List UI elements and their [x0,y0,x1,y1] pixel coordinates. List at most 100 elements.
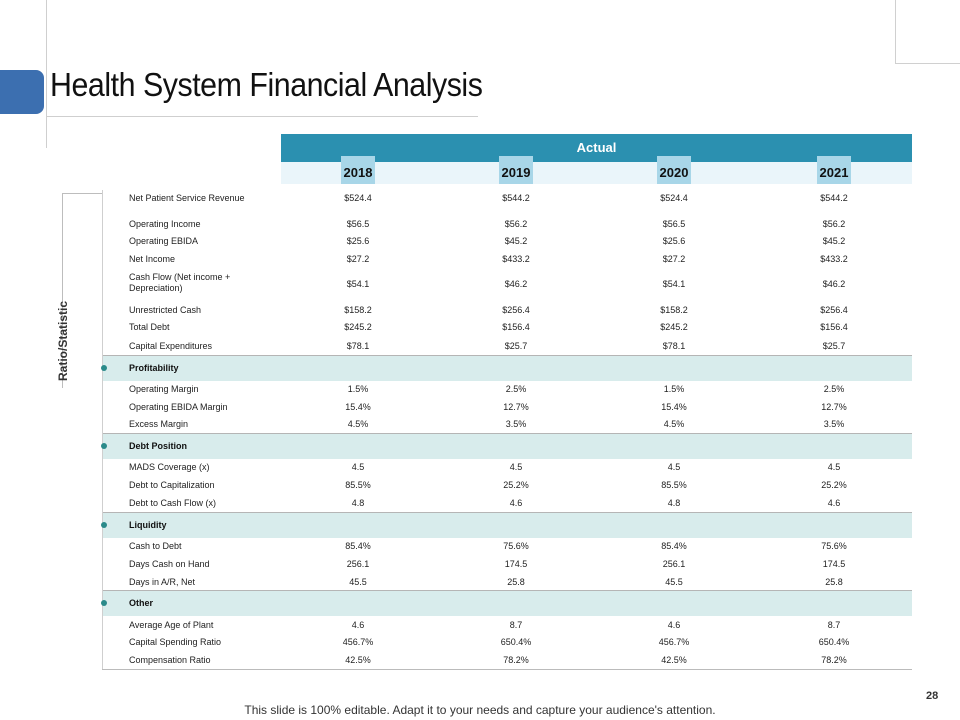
table-cell: $45.2 [504,236,528,246]
row-label: Debt to Cash Flow (x) [129,498,217,508]
table-cell: 4.5 [351,462,365,472]
table-cell: $54.1 [662,279,686,289]
row-label: Net Income [129,254,176,264]
section-header: Profitability [103,355,912,381]
row-label: Days Cash on Hand [129,559,210,569]
footer-note: This slide is 100% editable. Adapt it to… [244,703,716,717]
table-cell: $25.7 [504,341,528,351]
table-cell: $25.6 [346,236,370,246]
side-bracket-lower [62,288,102,388]
table-cell: 1.5% [663,384,685,394]
actual-header: Actual [281,134,912,162]
table-cell: $158.2 [344,305,372,315]
table-cell: $56.5 [662,219,686,229]
year-highlight [341,156,375,184]
row-label: Net Patient Service Revenue [129,193,245,203]
page-title: Health System Financial Analysis [50,66,483,103]
year-highlight [499,156,533,184]
table-cell: 75.6% [821,541,847,551]
table-cell: 456.7% [658,637,690,647]
table-cell: $56.2 [504,219,528,229]
table-cell: 4.5 [827,462,841,472]
table-cell: 4.8 [351,498,365,508]
table-cell: 650.4% [500,637,532,647]
table-cell: 4.5% [663,419,685,429]
table-cell: 174.5 [822,559,846,569]
table-cell: 45.5 [665,577,683,587]
table-cell: 8.7 [509,620,523,630]
table-cell: $56.2 [822,219,846,229]
table-cell: 2.5% [505,384,527,394]
page-number: 28 [926,690,939,702]
table-cell: 1.5% [347,384,369,394]
table-cell: $433.2 [820,254,848,264]
section-bullet-icon [101,600,107,606]
table-cell: 15.4% [345,402,371,412]
table-cell: 42.5% [661,655,687,665]
table-cell: 25.8 [507,577,525,587]
table-cell: 85.4% [661,541,687,551]
year-header: 2021 [819,165,849,180]
table-cell: 4.8 [667,498,681,508]
table-cell: 25.2% [503,480,529,490]
table-cell: 12.7% [503,402,529,412]
table-cell: 4.5% [347,419,369,429]
table-bottom-border [102,669,912,670]
row-label: Cash Flow (Net income + Depreciation) [129,272,231,293]
decor-line [46,0,47,148]
table-cell: 78.2% [503,655,529,665]
row-label: Capital Spending Ratio [129,637,222,647]
table-cell: $544.2 [820,193,848,203]
table-cell: 256.1 [662,559,686,569]
row-label: Excess Margin [129,419,189,429]
section-bullet-icon [101,522,107,528]
table-cell: 4.6 [667,620,681,630]
table-cell: 4.5 [667,462,681,472]
row-label: Total Debt [129,322,170,332]
row-label: MADS Coverage (x) [129,462,210,472]
table-cell: 85.5% [345,480,371,490]
title-underline [46,116,478,117]
row-label: Operating EBIDA Margin [129,402,228,412]
table-cell: 2.5% [823,384,845,394]
row-label: Compensation Ratio [129,655,211,665]
table-cell: 25.8 [825,577,843,587]
table-cell: $158.2 [660,305,688,315]
table-cell: 3.5% [823,419,845,429]
table-cell: 4.6 [509,498,523,508]
row-label: Capital Expenditures [129,341,213,351]
table-cell: $27.2 [662,254,686,264]
row-label: Operating EBIDA [129,236,199,246]
year-header-band [281,162,912,184]
table-cell: $25.7 [822,341,846,351]
year-highlight [657,156,691,184]
side-bracket [62,193,102,289]
table-cell: 45.5 [349,577,367,587]
section-bullet-icon [101,365,107,371]
section-label: Other [129,598,154,608]
table-cell: 75.6% [503,541,529,551]
table-cell: $245.2 [344,322,372,332]
section-header: Other [103,590,912,616]
section-label: Liquidity [129,520,167,530]
table-cell: 650.4% [818,637,850,647]
table-cell: 456.7% [342,637,374,647]
row-label: Average Age of Plant [129,620,214,630]
table-cell: $45.2 [822,236,846,246]
table-cell: $78.1 [662,341,686,351]
table-cell: 12.7% [821,402,847,412]
row-label: Debt to Capitalization [129,480,215,490]
table-cell: $245.2 [660,322,688,332]
table-cell: $156.4 [502,322,530,332]
row-label: Cash to Debt [129,541,182,551]
ratio-statistic-label: Ratio/Statistic [56,300,70,381]
table-cell: 25.2% [821,480,847,490]
table-cell: $524.4 [344,193,372,203]
table-left-border [102,190,103,669]
table-cell: 78.2% [821,655,847,665]
table-cell: $544.2 [502,193,530,203]
row-label: Days in A/R, Net [129,577,196,587]
section-label: Debt Position [129,441,187,451]
table-cell: 256.1 [346,559,370,569]
table-cell: $54.1 [346,279,370,289]
